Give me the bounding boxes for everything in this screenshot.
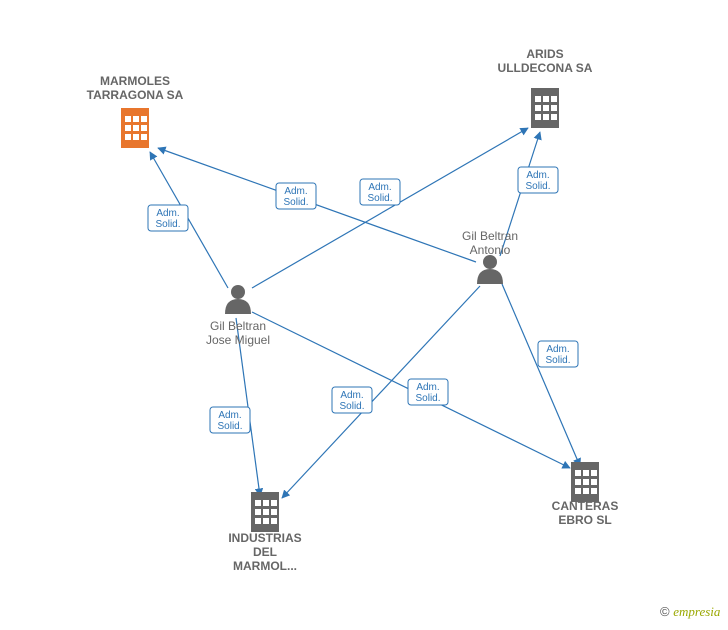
edge xyxy=(282,286,480,498)
svg-text:Solid.: Solid. xyxy=(283,197,308,208)
building-icon xyxy=(531,88,559,128)
svg-text:Solid.: Solid. xyxy=(155,219,180,230)
arids-node[interactable] xyxy=(531,88,559,128)
antonio-label: Gil BeltranAntonio xyxy=(462,229,518,257)
building-icon xyxy=(121,108,149,148)
canteras-node[interactable] xyxy=(571,462,599,502)
svg-text:Adm.: Adm. xyxy=(156,208,179,219)
edge-label: Adm.Solid. xyxy=(360,179,400,205)
edge-label: Adm.Solid. xyxy=(148,205,188,231)
edge-label: Adm.Solid. xyxy=(332,387,372,413)
josemiguel-node[interactable] xyxy=(225,285,251,314)
josemiguel-label: Gil BeltranJose Miguel xyxy=(206,319,270,347)
svg-text:Solid.: Solid. xyxy=(367,193,392,204)
arids-label: ARIDSULLDECONA SA xyxy=(498,47,593,75)
antonio-node[interactable] xyxy=(477,255,503,284)
svg-text:Adm.: Adm. xyxy=(218,410,241,421)
industrias-node[interactable] xyxy=(251,492,279,532)
industrias-label: INDUSTRIASDELMARMOL... xyxy=(228,531,301,573)
person-icon xyxy=(477,255,503,284)
svg-text:Solid.: Solid. xyxy=(217,421,242,432)
edge xyxy=(502,284,580,466)
svg-text:Solid.: Solid. xyxy=(545,355,570,366)
edge xyxy=(158,148,476,262)
person-icon xyxy=(225,285,251,314)
svg-text:Adm.: Adm. xyxy=(284,186,307,197)
marmoles-node[interactable] xyxy=(121,108,149,148)
svg-text:Adm.: Adm. xyxy=(368,182,391,193)
svg-text:Solid.: Solid. xyxy=(525,181,550,192)
svg-text:Solid.: Solid. xyxy=(339,401,364,412)
edge-label: Adm.Solid. xyxy=(518,167,558,193)
edge-label: Adm.Solid. xyxy=(408,379,448,405)
footer-credit: © empresia xyxy=(660,604,721,619)
building-icon xyxy=(571,462,599,502)
svg-text:Adm.: Adm. xyxy=(526,170,549,181)
edge-label: Adm.Solid. xyxy=(210,407,250,433)
marmoles-label: MARMOLESTARRAGONA SA xyxy=(87,74,184,102)
canteras-label: CANTERASEBRO SL xyxy=(552,499,619,527)
edge-label: Adm.Solid. xyxy=(276,183,316,209)
edge-label: Adm.Solid. xyxy=(538,341,578,367)
svg-text:Adm.: Adm. xyxy=(546,344,569,355)
svg-text:Adm.: Adm. xyxy=(416,382,439,393)
svg-text:Adm.: Adm. xyxy=(340,390,363,401)
building-icon xyxy=(251,492,279,532)
svg-text:Solid.: Solid. xyxy=(415,393,440,404)
